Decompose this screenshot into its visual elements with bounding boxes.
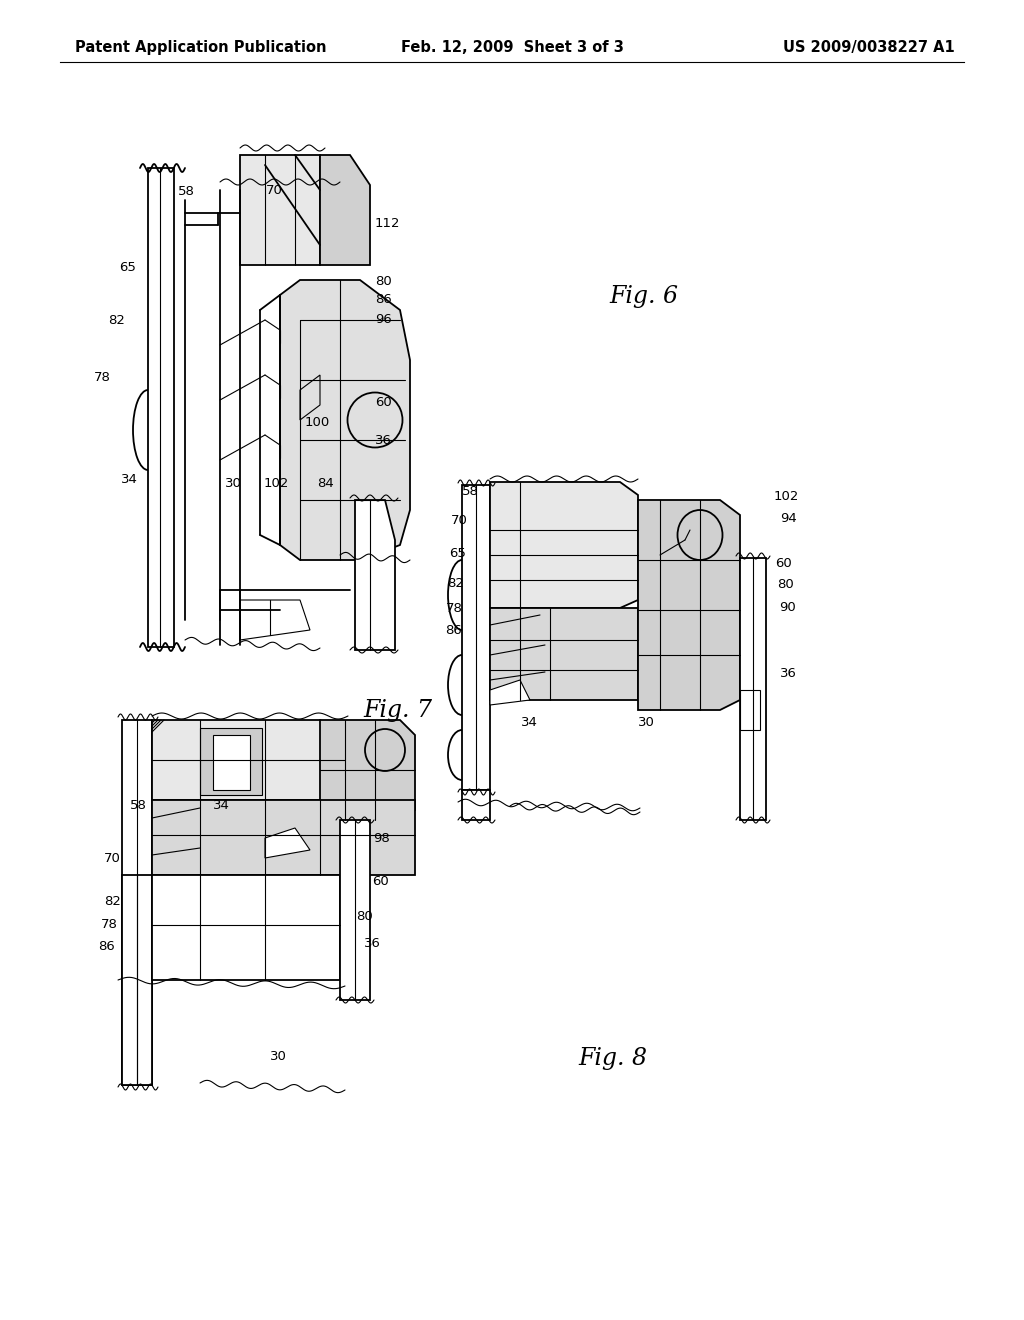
Text: 82: 82 xyxy=(447,577,464,590)
Polygon shape xyxy=(355,500,395,649)
Text: 90: 90 xyxy=(779,601,796,614)
Text: Feb. 12, 2009  Sheet 3 of 3: Feb. 12, 2009 Sheet 3 of 3 xyxy=(400,40,624,55)
Text: 80: 80 xyxy=(777,578,794,591)
Polygon shape xyxy=(490,609,638,700)
Text: 58: 58 xyxy=(178,185,195,198)
Polygon shape xyxy=(490,482,638,609)
Polygon shape xyxy=(213,735,250,789)
Text: 30: 30 xyxy=(638,715,654,729)
Text: 34: 34 xyxy=(213,799,229,812)
Text: 70: 70 xyxy=(452,513,468,527)
Text: 78: 78 xyxy=(446,602,463,615)
Text: 65: 65 xyxy=(450,546,466,560)
Polygon shape xyxy=(340,820,370,1001)
Text: 86: 86 xyxy=(445,624,462,638)
Polygon shape xyxy=(462,789,490,820)
Text: 34: 34 xyxy=(122,473,138,486)
Text: 60: 60 xyxy=(775,557,792,570)
Polygon shape xyxy=(122,719,152,1085)
Polygon shape xyxy=(638,500,740,710)
Text: 82: 82 xyxy=(104,895,121,908)
Text: 78: 78 xyxy=(94,371,111,384)
Text: 36: 36 xyxy=(780,667,797,680)
Text: 96: 96 xyxy=(375,313,391,326)
Text: 98: 98 xyxy=(373,832,389,845)
Text: 60: 60 xyxy=(372,875,388,888)
Polygon shape xyxy=(265,828,310,858)
Text: 80: 80 xyxy=(375,275,391,288)
Polygon shape xyxy=(152,875,340,979)
Text: 60: 60 xyxy=(375,396,391,409)
Polygon shape xyxy=(280,280,410,560)
Text: 80: 80 xyxy=(356,909,373,923)
Text: 30: 30 xyxy=(225,477,242,490)
Text: 112: 112 xyxy=(375,216,400,230)
Text: Fig. 6: Fig. 6 xyxy=(609,285,678,309)
Text: 58: 58 xyxy=(463,484,479,498)
Polygon shape xyxy=(319,719,415,820)
Polygon shape xyxy=(319,154,370,265)
Polygon shape xyxy=(240,601,310,640)
Text: 102: 102 xyxy=(773,490,799,503)
Text: 70: 70 xyxy=(266,183,283,197)
Text: 34: 34 xyxy=(521,715,538,729)
Text: 58: 58 xyxy=(130,799,146,812)
Polygon shape xyxy=(740,558,766,820)
Text: 100: 100 xyxy=(305,416,330,429)
Text: 84: 84 xyxy=(317,477,334,490)
Polygon shape xyxy=(740,690,760,730)
Text: 86: 86 xyxy=(375,293,391,306)
Polygon shape xyxy=(152,800,415,875)
Polygon shape xyxy=(490,498,510,548)
Polygon shape xyxy=(462,484,490,789)
Text: Fig. 7: Fig. 7 xyxy=(364,698,432,722)
Text: 70: 70 xyxy=(104,851,121,865)
Text: US 2009/0038227 A1: US 2009/0038227 A1 xyxy=(783,40,955,55)
Text: 36: 36 xyxy=(375,434,391,447)
Polygon shape xyxy=(240,154,319,265)
Polygon shape xyxy=(122,875,152,1085)
Text: 94: 94 xyxy=(780,512,797,525)
Text: 36: 36 xyxy=(364,937,380,950)
Text: Patent Application Publication: Patent Application Publication xyxy=(75,40,327,55)
Text: 78: 78 xyxy=(101,917,118,931)
Text: 30: 30 xyxy=(270,1049,287,1063)
Text: 86: 86 xyxy=(98,940,115,953)
Text: 82: 82 xyxy=(109,314,125,327)
Text: 65: 65 xyxy=(120,261,136,275)
Text: 102: 102 xyxy=(264,477,289,490)
Polygon shape xyxy=(490,680,530,705)
Polygon shape xyxy=(152,719,345,800)
Text: Fig. 8: Fig. 8 xyxy=(579,1047,647,1071)
Polygon shape xyxy=(148,168,174,647)
Polygon shape xyxy=(200,729,262,795)
